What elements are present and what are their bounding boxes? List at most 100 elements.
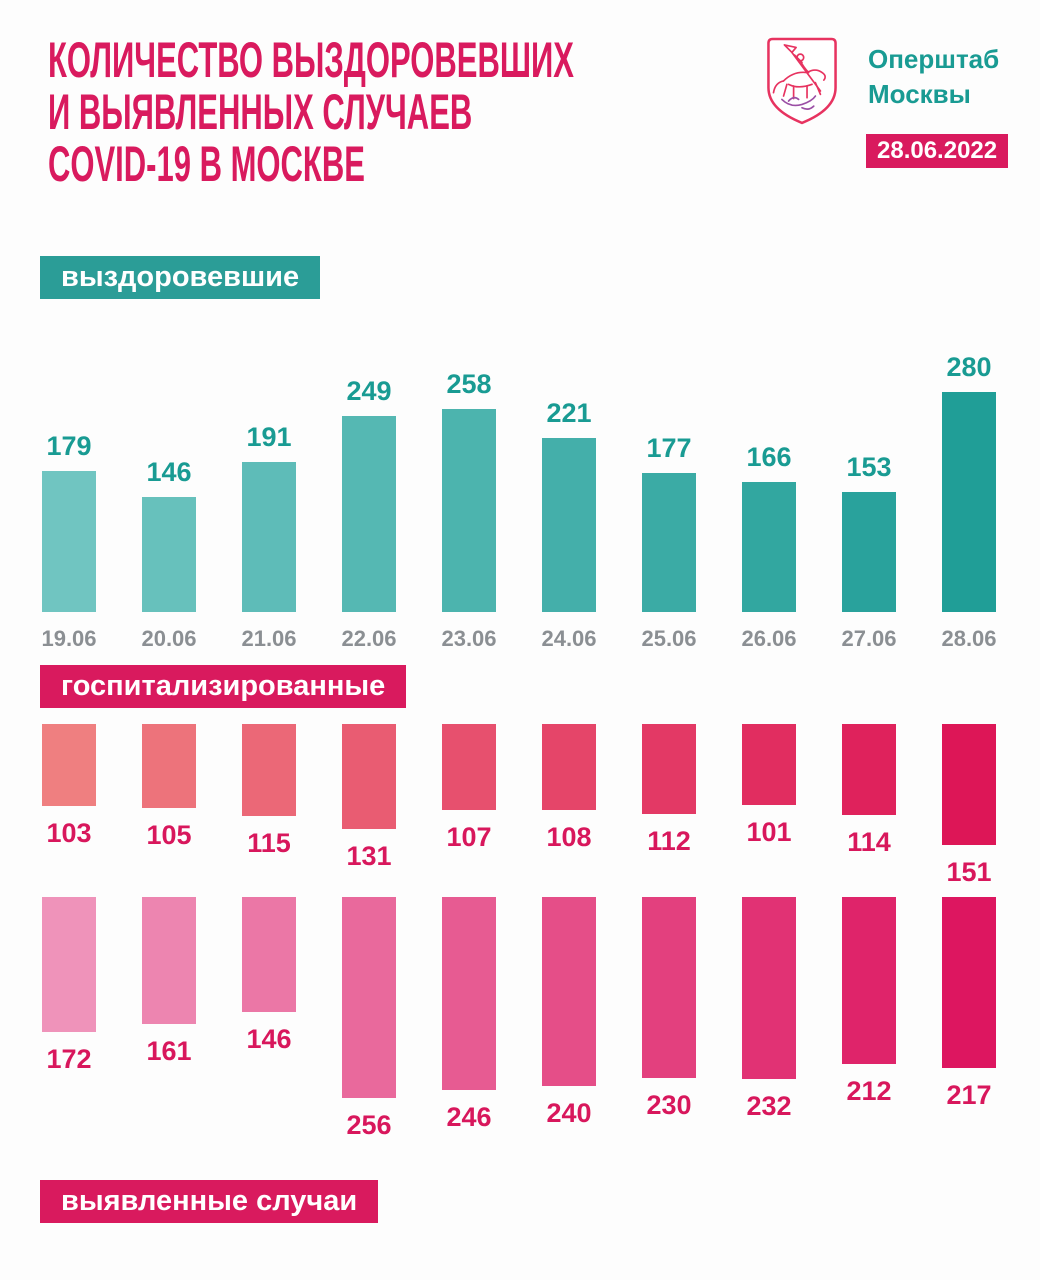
chart-detected-bar-3 [342,897,396,1098]
bar-value-label: 240 [546,1098,592,1128]
chart-detected-bar-9 [942,897,996,1068]
bar-column: 112 [642,724,696,904]
date-label: 20.06 [141,626,197,651]
bar-value-label: 179 [46,431,92,461]
bar-value-label: 249 [346,376,392,406]
bar-value-label: 258 [446,369,492,399]
chart-hospitalized-bar-3 [342,724,396,829]
bar-value-label: 103 [46,818,92,848]
chart-recovered-bar-2 [242,462,296,612]
chart-detected-bar-5 [542,897,596,1086]
bar-value-label: 280 [946,352,992,382]
recovered-bar-chart: 179 19.06 146 20.06 191 21.06 249 22.06 258 23.06… [40,332,1000,652]
chart-recovered-bar-9 [942,392,996,612]
bar-value-label: 114 [847,827,891,857]
date-label: 28.06 [941,626,997,651]
bar-column: 146 20.06 [141,332,197,652]
chart-recovered-bar-4 [442,409,496,612]
bar-value-label: 166 [746,442,792,472]
bar-column: 280 28.06 [941,332,997,652]
bar-value-label: 105 [146,820,192,850]
org-name: Оперштаб Москвы [868,42,999,112]
org-name-line-1: Оперштаб [868,44,1000,74]
bar-column: 179 19.06 [41,332,97,652]
date-label: 19.06 [41,626,97,651]
hospitalized-bar-chart: 103 105 115 131 107 108 112 101 114 151 [40,724,1000,904]
chart-hospitalized-bar-7 [742,724,796,805]
bar-value-label: 115 [247,828,291,858]
chart-recovered-bar-6 [642,473,696,612]
moscow-coat-of-arms-icon [760,34,844,143]
bar-value-label: 256 [346,1110,392,1140]
bar-value-label: 172 [46,1044,92,1074]
bar-value-label: 151 [946,857,992,887]
bar-value-label: 230 [646,1090,692,1120]
bar-value-label: 161 [146,1036,192,1066]
chart-recovered-bar-8 [842,492,896,612]
chart-hospitalized-bar-8 [842,724,896,815]
bar-column: 107 [442,724,496,904]
bar-column: 151 [942,724,996,904]
bar-column: 114 [842,724,896,904]
bar-column: 172 [42,897,96,1152]
chart-hospitalized-bar-4 [442,724,496,810]
chart-recovered-bar-0 [42,471,96,612]
bar-value-label: 212 [846,1076,892,1106]
bar-column: 256 [342,897,396,1152]
chart-recovered-bar-3 [342,416,396,612]
bar-value-label: 221 [546,398,592,428]
bar-value-label: 177 [646,433,692,463]
bar-column: 115 [242,724,296,904]
bar-value-label: 217 [946,1080,992,1110]
chart-detected-bar-2 [242,897,296,1012]
bar-column: 249 22.06 [341,332,397,652]
org-name-line-2: Москвы [868,79,971,109]
bar-column: 101 [742,724,796,904]
detected-cases-bar-chart: 172 161 146 256 246 240 230 232 212 217 [40,897,1000,1152]
bar-value-label: 112 [647,826,691,856]
bar-column: 146 [242,897,296,1152]
bar-column: 246 [442,897,496,1152]
bar-column: 105 [142,724,196,904]
bar-column: 166 26.06 [741,332,796,652]
bar-column: 191 21.06 [241,332,296,652]
page-title: КОЛИЧЕСТВО ВЫЗДОРОВЕВШИХ И ВЫЯВЛЕННЫХ СЛ… [48,34,574,190]
date-label: 23.06 [441,626,497,651]
chart-hospitalized-bar-1 [142,724,196,808]
bar-column: 232 [742,897,796,1152]
bar-column: 217 [942,897,996,1152]
bar-column: 212 [842,897,896,1152]
bar-column: 103 [42,724,96,904]
bar-value-label: 232 [746,1091,792,1121]
page-title-line-2: И ВЫЯВЛЕННЫХ СЛУЧАЕВ [48,84,473,140]
chart-hospitalized-bar-6 [642,724,696,814]
bar-column: 221 24.06 [541,332,597,652]
bar-value-label: 146 [246,1024,292,1054]
bar-value-label: 191 [246,422,292,452]
bar-value-label: 131 [346,841,392,871]
chart-detected-bar-0 [42,897,96,1032]
chart-detected-bar-4 [442,897,496,1090]
date-badge: 28.06.2022 [866,134,1009,168]
section-badge-recovered: выздоровевшие [40,256,321,299]
date-label: 22.06 [341,626,397,651]
bar-value-label: 107 [446,822,492,852]
date-label: 24.06 [541,626,597,651]
chart-recovered-bar-5 [542,438,596,612]
bar-value-label: 146 [146,457,192,487]
bar-value-label: 101 [746,817,792,847]
bar-column: 131 [342,724,396,904]
bar-value-label: 153 [846,452,892,482]
section-badge-hospitalized: госпитализированные [40,665,407,708]
bar-column: 161 [142,897,196,1152]
bar-column: 153 27.06 [841,332,896,652]
section-badge-detected: выявленные случаи [40,1180,379,1223]
chart-hospitalized-bar-9 [942,724,996,845]
page-title-line-3: COVID-19 В МОСКВЕ [48,136,365,192]
chart-recovered-bar-1 [142,497,196,612]
bar-column: 240 [542,897,596,1152]
bar-column: 230 [642,897,696,1152]
bar-value-label: 108 [546,822,592,852]
bar-column: 108 [542,724,596,904]
